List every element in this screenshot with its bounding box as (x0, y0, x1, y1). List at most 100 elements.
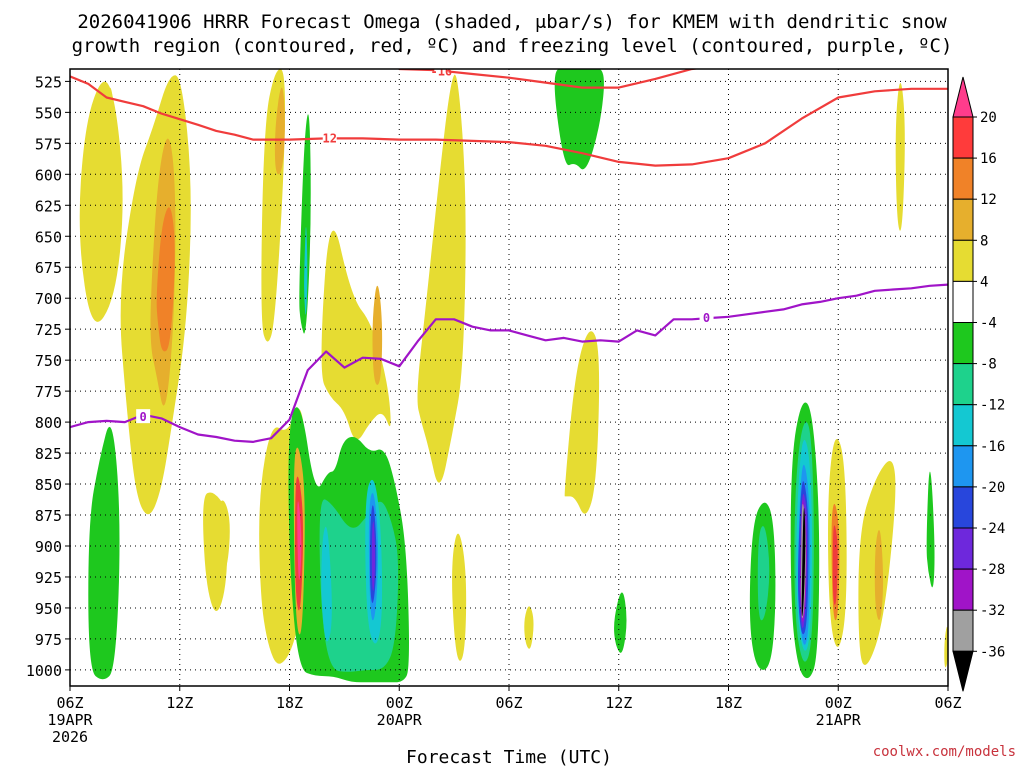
colorbar-label-0: 20 (980, 110, 997, 126)
dgz-contour-label-12-bg (322, 130, 337, 145)
xtick-year-0: 2026 (52, 728, 88, 746)
colorbar-label-12: -32 (980, 603, 1005, 619)
colorbar-label-1: 16 (980, 151, 997, 167)
omega-area-39 (757, 526, 770, 621)
freezing-contour-label-0b-bg (699, 310, 714, 325)
xtick-label-6: 12Z (166, 694, 193, 712)
ytick-label-675: 675 (35, 259, 62, 277)
freezing-contour-label-0a: 0 (140, 410, 147, 424)
dgz-contour-upper (399, 69, 701, 89)
colorbar-label-7: -12 (980, 398, 1005, 414)
ytick-label-825: 825 (35, 445, 62, 463)
colorbar-swatch-11 (952, 527, 974, 570)
colorbar-label-3: 8 (980, 233, 988, 249)
omega-area-23 (371, 521, 376, 591)
ytick-label-525: 525 (35, 73, 62, 91)
colorbar-label-6: -8 (980, 357, 997, 373)
freezing-contour-label-0b: 0 (703, 311, 710, 325)
omega-area-37 (614, 592, 627, 653)
credit-text: coolwx.com/models (873, 744, 1016, 760)
xtick-label-12: 18Z (276, 694, 303, 712)
ytick-label-875: 875 (35, 507, 62, 525)
ytick-label-775: 775 (35, 383, 62, 401)
ytick-label-800: 800 (35, 414, 62, 432)
colorbar-label-4: 4 (980, 274, 988, 290)
colorbar-swatch-6 (952, 322, 974, 365)
omega-area-7 (304, 226, 308, 315)
chart-title-line1: 2026041906 HRRR Forecast Omega (shaded, … (77, 11, 947, 33)
ytick-label-950: 950 (35, 600, 62, 618)
colorbar-swatch-5 (952, 280, 974, 323)
colorbar-swatch-12 (952, 568, 974, 611)
freezing-contour-label-0a-bg (136, 409, 151, 424)
plot-area: 12 -16 0 0 (70, 64, 948, 686)
omega-area-9 (372, 285, 383, 385)
omega-area-5 (274, 87, 285, 175)
colorbar-label-8: -16 (980, 439, 1005, 455)
ytick-label-550: 550 (35, 104, 62, 122)
omega-area-33 (524, 606, 534, 649)
colorbar-label-10: -24 (980, 521, 1005, 537)
colorbar-label-2: 12 (980, 192, 997, 208)
omega-area-49 (926, 471, 935, 588)
ytick-label-600: 600 (35, 166, 62, 184)
omega-area-29 (895, 82, 905, 231)
omega-area-6 (299, 114, 311, 334)
colorbar-swatch-3 (952, 198, 974, 241)
omega-area-48 (801, 507, 806, 617)
colorbar-swatch-7 (952, 363, 974, 406)
omega-area-19 (321, 526, 332, 642)
xtick-date-0: 19APR (47, 711, 93, 729)
omega-area-8 (321, 230, 391, 440)
colorbar-swatch-4 (952, 239, 974, 282)
omega-area-35 (88, 426, 120, 680)
omega-area-17 (297, 501, 302, 580)
omega-area-31 (217, 500, 230, 575)
xtick-date-18: 20APR (377, 711, 423, 729)
colorbar-swatch-2 (952, 157, 974, 200)
omega-area-0 (79, 81, 123, 322)
omega-area-11 (564, 331, 600, 514)
omega-area-28 (874, 530, 884, 620)
ytick-label-625: 625 (35, 197, 62, 215)
omega-area-30 (104, 87, 115, 172)
ytick-label-975: 975 (35, 631, 62, 649)
ytick-label-575: 575 (35, 135, 62, 153)
xtick-label-48: 06Z (934, 694, 961, 712)
dgz-contour-label-upper: -16 (430, 64, 452, 78)
ytick-label-1000: 1000 (26, 662, 62, 680)
xtick-label-30: 12Z (605, 694, 632, 712)
ytick-label-725: 725 (35, 321, 62, 339)
omega-area-10 (417, 74, 466, 483)
colorbar-swatch-9 (952, 445, 974, 488)
xtick-label-18: 00Z (386, 694, 413, 712)
xtick-label-42: 00Z (825, 694, 852, 712)
omega-area-3 (156, 207, 175, 352)
xtick-label-24: 06Z (495, 694, 522, 712)
colorbar-bottom-arrow (952, 650, 974, 692)
omega-area-26 (832, 525, 838, 606)
x-axis-label: Forecast Time (UTC) (406, 747, 612, 768)
ytick-label-900: 900 (35, 538, 62, 556)
colorbar-label-5: -4 (980, 316, 997, 332)
dgz-contour-label-upper-bg (434, 69, 449, 78)
colorbar-swatch-1 (952, 116, 974, 159)
omega-area-32 (452, 533, 467, 661)
ytick-label-850: 850 (35, 476, 62, 494)
colorbar-swatch-8 (952, 404, 974, 447)
xtick-date-42: 21APR (816, 711, 862, 729)
dgz-contour-12 (70, 75, 948, 167)
xtick-label-36: 18Z (715, 694, 742, 712)
ytick-label-750: 750 (35, 352, 62, 370)
ytick-label-700: 700 (35, 290, 62, 308)
dgz-contour-label-12: 12 (323, 131, 337, 145)
omega-area-34 (944, 626, 948, 668)
ytick-label-925: 925 (35, 569, 62, 587)
colorbar-swatch-10 (952, 486, 974, 529)
colorbar-label-11: -28 (980, 562, 1005, 578)
freezing-level-contour-0 (70, 283, 948, 443)
omega-area-36 (554, 69, 604, 170)
xtick-label-0: 06Z (56, 694, 83, 712)
chart-title-line2: growth region (contoured, red, ºC) and f… (72, 35, 953, 57)
